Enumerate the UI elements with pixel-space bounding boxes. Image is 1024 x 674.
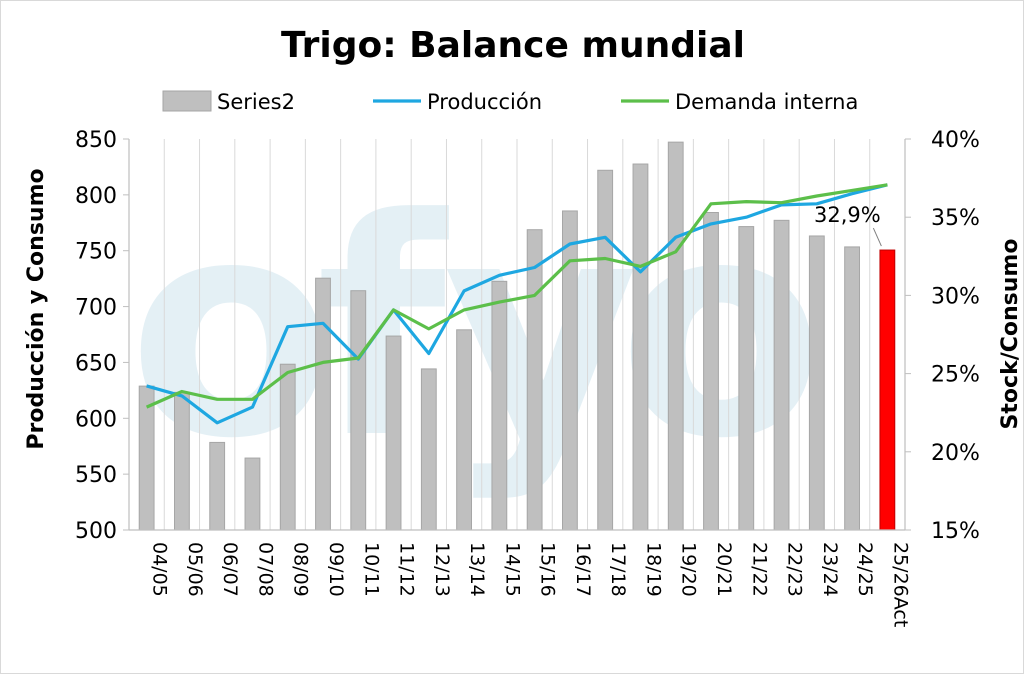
x-tick-label: 15/16 xyxy=(537,542,559,597)
x-tick-label: 22/23 xyxy=(784,542,806,597)
bar xyxy=(385,335,402,531)
y-axis-right-title: Stock/Consumo xyxy=(998,239,1023,430)
x-tick-label: 24/25 xyxy=(854,542,876,597)
bar xyxy=(420,368,437,531)
y-tick-left-label: 500 xyxy=(75,519,117,544)
x-tick-label: 16/17 xyxy=(572,542,594,597)
legend: Series2 Producción Demanda interna xyxy=(162,90,858,114)
line-producción xyxy=(146,183,888,425)
x-tick-label: 13/14 xyxy=(466,542,488,597)
bar xyxy=(808,235,825,531)
bar xyxy=(703,212,719,531)
bar xyxy=(174,391,190,531)
data-label: 32,9% xyxy=(814,203,881,227)
bar xyxy=(244,457,261,531)
watermark: ofyo xyxy=(128,155,824,504)
x-tick-label: 18/19 xyxy=(642,542,664,597)
y-tick-right-label: 20% xyxy=(931,441,980,466)
bar xyxy=(562,210,578,531)
x-tick-label: 20/21 xyxy=(713,542,735,597)
y-tick-left-label: 550 xyxy=(75,463,117,488)
y-tick-right-label: 35% xyxy=(931,206,980,231)
x-tick-label: 25/26Act xyxy=(889,542,911,627)
bar xyxy=(879,249,896,531)
chart-title: Trigo: Balance mundial xyxy=(281,25,745,66)
y-tick-right-label: 40% xyxy=(931,128,980,153)
x-tick-label: 11/12 xyxy=(396,542,418,597)
y-tick-left-label: 600 xyxy=(75,407,117,432)
x-tick-label: 06/07 xyxy=(219,542,241,597)
y-tick-left-label: 700 xyxy=(75,296,117,321)
bar xyxy=(138,385,155,531)
y-tick-right-label: 15% xyxy=(931,519,980,544)
y-tick-left-label: 850 xyxy=(75,128,117,153)
y-axis-left-title: Producción y Consumo xyxy=(24,168,49,449)
legend-label: Demanda interna xyxy=(675,90,858,114)
bar xyxy=(773,219,790,531)
bar xyxy=(456,329,472,531)
data-labels: 32,9% xyxy=(814,203,882,247)
bar xyxy=(279,363,296,531)
x-tick-label: 08/09 xyxy=(290,542,312,597)
y-tick-left-label: 650 xyxy=(75,351,117,376)
legend-swatch xyxy=(162,90,212,112)
bar xyxy=(350,290,367,531)
x-tick-label: 21/22 xyxy=(748,542,770,597)
x-tick-label: 19/20 xyxy=(678,542,700,597)
x-tick-label: 05/06 xyxy=(184,542,206,597)
x-tick-label: 23/24 xyxy=(819,542,841,597)
axes: 850 800 750 700 650 600 550 500 40% 35% 30% 25% 20% 1… xyxy=(75,128,980,627)
legend-label: Series2 xyxy=(217,90,295,114)
y-tick-left-label: 800 xyxy=(75,184,117,209)
bar xyxy=(844,246,860,531)
y-tick-right-label: 25% xyxy=(931,363,980,388)
data-label-leader xyxy=(872,227,882,247)
x-tick-label: 04/05 xyxy=(149,542,171,597)
x-tick-label: 12/13 xyxy=(431,542,453,597)
bar xyxy=(738,226,755,531)
watermark-letter: o xyxy=(618,155,824,504)
x-tick-label: 10/11 xyxy=(360,542,382,597)
bar xyxy=(632,163,649,531)
legend-label: Producción xyxy=(427,90,542,114)
x-tick-label: 09/10 xyxy=(325,542,347,597)
bar xyxy=(315,277,331,531)
bar xyxy=(209,441,226,531)
y-tick-right-label: 30% xyxy=(931,284,980,309)
watermark-letter: o xyxy=(128,155,334,504)
x-tick-label: 17/18 xyxy=(607,542,629,597)
bar xyxy=(526,229,543,531)
line-series xyxy=(145,183,888,425)
bar xyxy=(667,141,684,531)
bar xyxy=(491,280,508,531)
y-tick-left-label: 750 xyxy=(75,240,117,265)
x-tick-label: 07/08 xyxy=(254,542,276,597)
bar xyxy=(597,169,614,531)
line-demanda-interna xyxy=(145,183,888,409)
x-tick-label: 14/15 xyxy=(501,542,523,597)
bar-series xyxy=(138,141,896,531)
